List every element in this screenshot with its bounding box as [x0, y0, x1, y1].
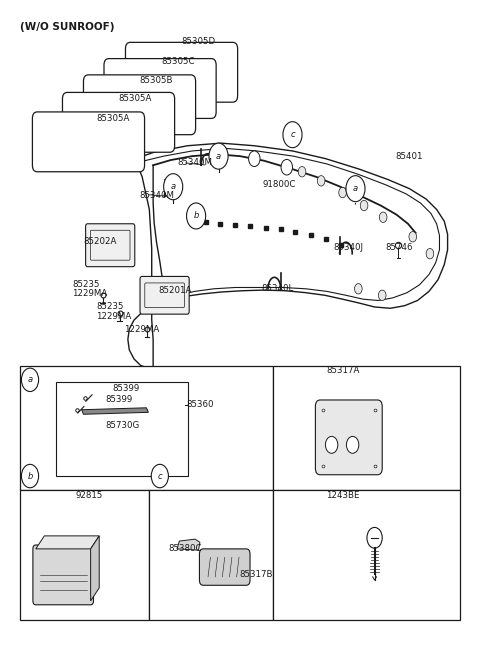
Bar — [149, 490, 274, 620]
Text: 1229MA: 1229MA — [72, 289, 107, 298]
Text: a: a — [353, 184, 358, 193]
Text: 85380C: 85380C — [168, 545, 202, 553]
Text: 85340M: 85340M — [140, 191, 175, 200]
Circle shape — [317, 176, 325, 186]
Text: a: a — [170, 182, 176, 191]
Text: 85399: 85399 — [106, 395, 132, 404]
Bar — [20, 490, 149, 620]
Text: 1229MA: 1229MA — [124, 325, 160, 334]
Text: 85746: 85746 — [385, 243, 413, 251]
Text: 85730G: 85730G — [106, 421, 140, 430]
Circle shape — [378, 290, 386, 300]
Circle shape — [22, 464, 38, 488]
Circle shape — [360, 200, 368, 211]
Text: 85235: 85235 — [72, 279, 99, 289]
Polygon shape — [82, 407, 148, 414]
FancyBboxPatch shape — [62, 93, 175, 152]
Text: 85235: 85235 — [96, 302, 123, 311]
FancyBboxPatch shape — [140, 276, 189, 314]
FancyBboxPatch shape — [33, 112, 144, 172]
FancyBboxPatch shape — [33, 545, 94, 605]
Circle shape — [367, 528, 382, 549]
Text: 85305A: 85305A — [118, 95, 152, 103]
FancyBboxPatch shape — [199, 549, 250, 585]
Text: 85340M: 85340M — [177, 158, 212, 167]
Text: b: b — [193, 212, 199, 221]
Polygon shape — [177, 539, 200, 550]
Text: 91800C: 91800C — [263, 180, 296, 189]
Circle shape — [151, 464, 168, 488]
Circle shape — [22, 368, 38, 392]
Circle shape — [409, 232, 417, 242]
Text: 85360: 85360 — [187, 400, 214, 409]
Text: 85305B: 85305B — [140, 76, 173, 85]
Circle shape — [283, 121, 302, 148]
Text: (W/O SUNROOF): (W/O SUNROOF) — [20, 22, 114, 32]
Circle shape — [187, 203, 205, 229]
Polygon shape — [91, 536, 99, 601]
Polygon shape — [36, 536, 99, 549]
Text: 85317A: 85317A — [326, 366, 359, 375]
Bar — [274, 366, 459, 490]
Text: 85305D: 85305D — [182, 37, 216, 46]
FancyBboxPatch shape — [85, 224, 135, 266]
Circle shape — [339, 187, 347, 198]
Text: 1229MA: 1229MA — [96, 312, 131, 321]
FancyBboxPatch shape — [315, 400, 382, 475]
Circle shape — [379, 212, 387, 223]
Text: a: a — [216, 151, 221, 161]
Text: 85201A: 85201A — [159, 286, 192, 295]
Text: 85317B: 85317B — [239, 570, 273, 579]
Text: 85305C: 85305C — [161, 57, 195, 66]
Text: b: b — [27, 471, 33, 481]
Circle shape — [426, 249, 434, 259]
Circle shape — [281, 159, 292, 175]
Text: 85305A: 85305A — [96, 114, 129, 123]
Text: c: c — [157, 471, 162, 481]
FancyBboxPatch shape — [125, 42, 238, 102]
Text: c: c — [290, 130, 295, 139]
Text: 85340L: 85340L — [262, 284, 294, 293]
Circle shape — [164, 174, 183, 200]
Circle shape — [249, 151, 260, 167]
Circle shape — [209, 143, 228, 169]
Text: 85399: 85399 — [112, 384, 139, 392]
FancyBboxPatch shape — [104, 59, 216, 118]
Bar — [20, 366, 274, 490]
Circle shape — [355, 283, 362, 294]
Text: 92815: 92815 — [75, 491, 103, 500]
Text: 85340J: 85340J — [333, 243, 363, 251]
Text: 85202A: 85202A — [84, 238, 117, 246]
Circle shape — [325, 436, 338, 453]
Circle shape — [347, 436, 359, 453]
Text: 85401: 85401 — [395, 151, 422, 161]
FancyBboxPatch shape — [84, 75, 196, 135]
Bar — [56, 382, 188, 476]
Text: 1243BE: 1243BE — [326, 491, 360, 500]
Bar — [274, 490, 459, 620]
Circle shape — [346, 176, 365, 202]
Text: a: a — [27, 375, 33, 385]
Circle shape — [298, 167, 306, 177]
Circle shape — [215, 146, 227, 162]
